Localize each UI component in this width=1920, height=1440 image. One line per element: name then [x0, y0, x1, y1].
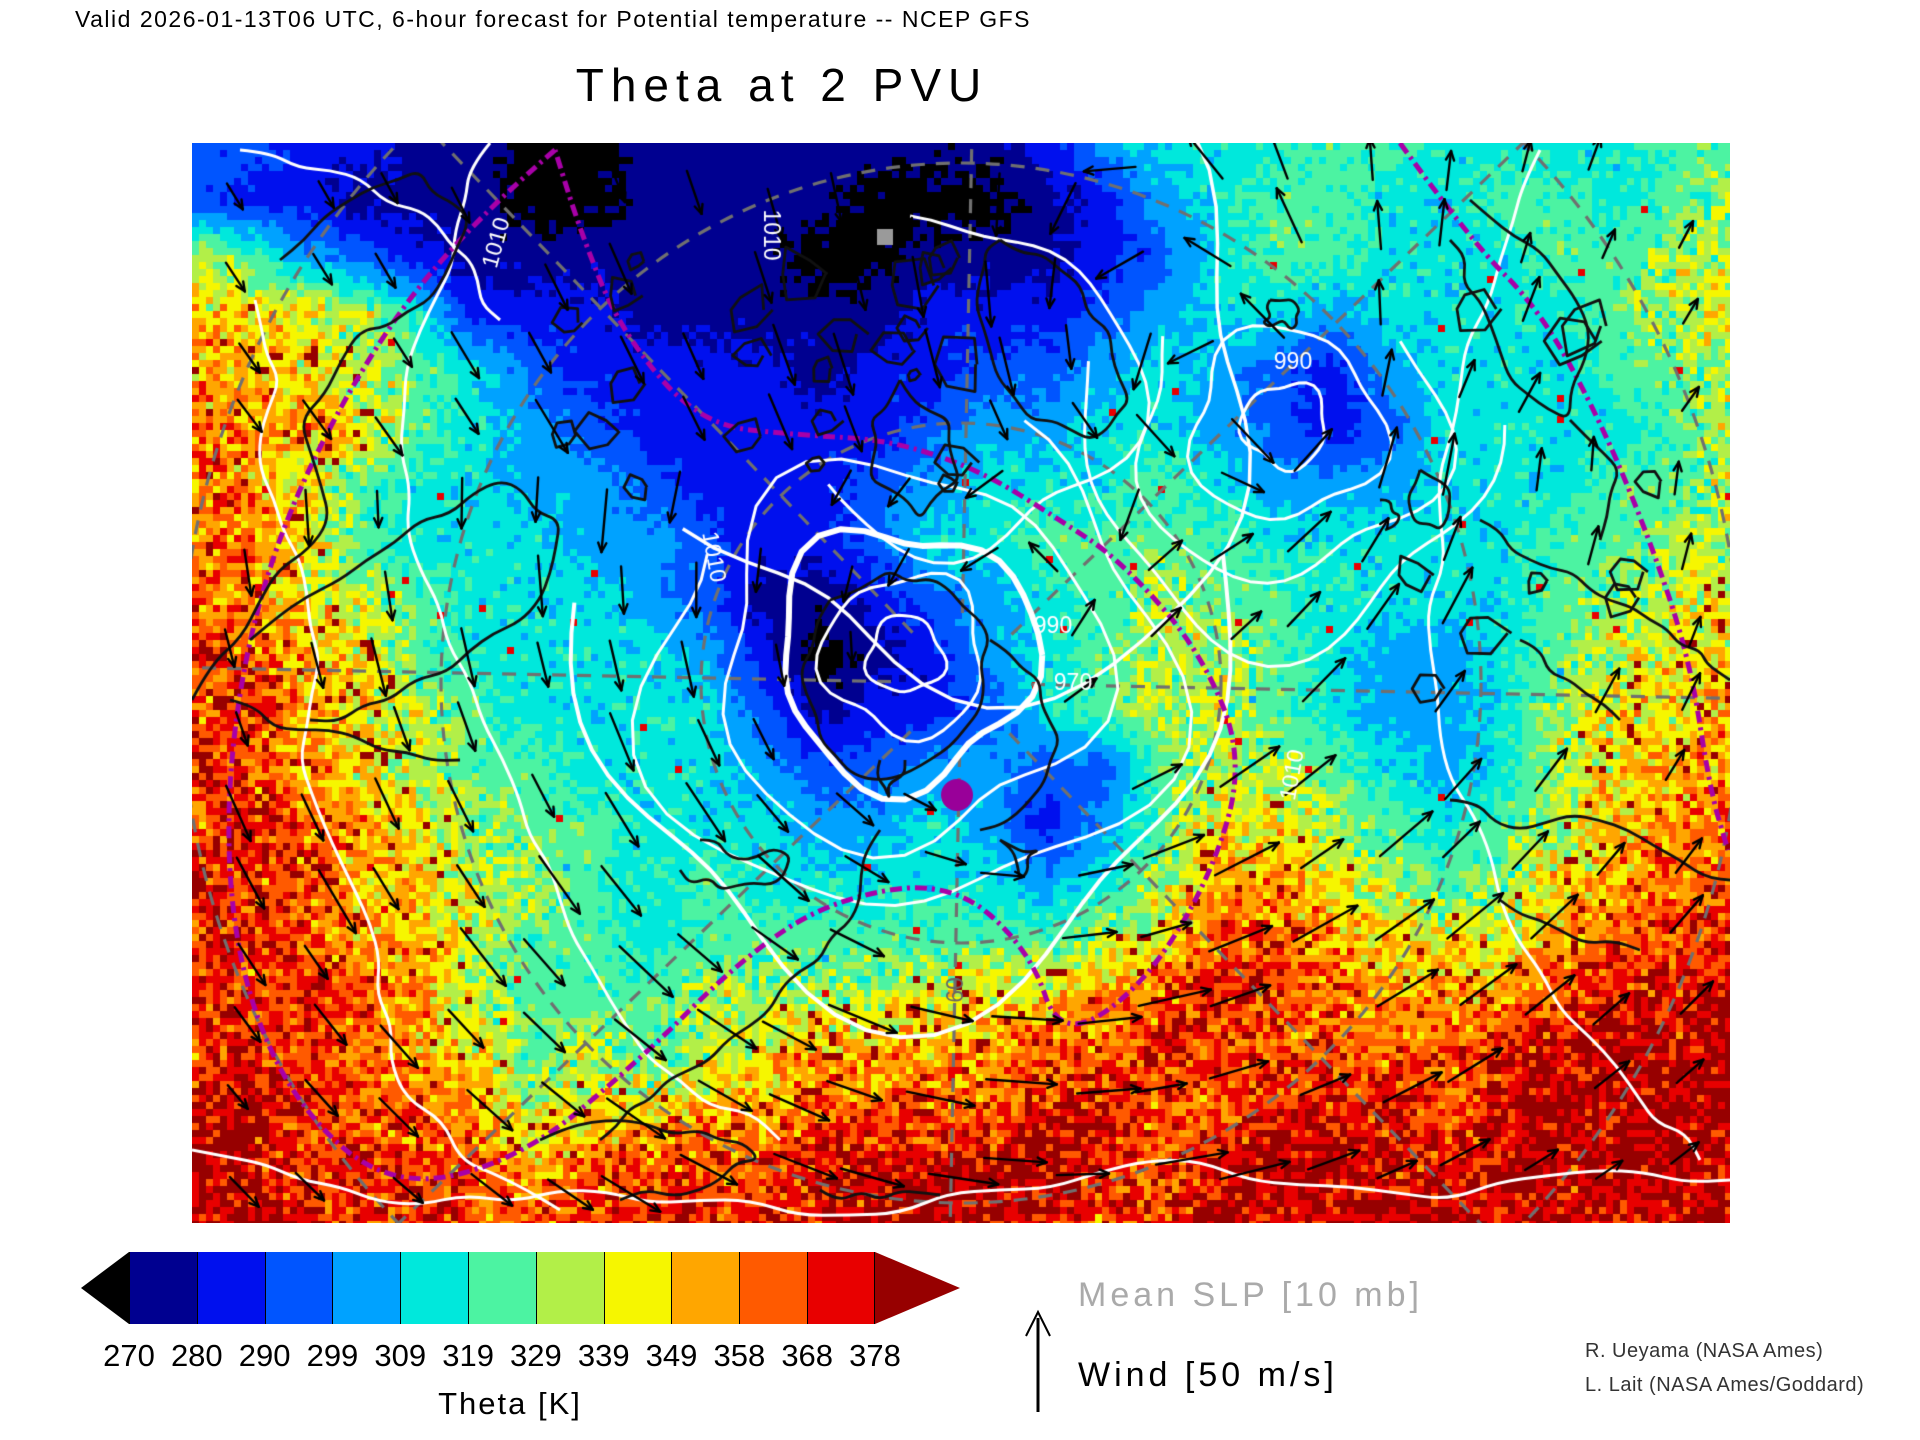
page-title: Theta at 2 PVU	[575, 59, 989, 111]
wind-legend-label: Wind [50 m/s]	[1078, 1356, 1338, 1394]
colorbar-tick: 378	[849, 1338, 901, 1373]
slp-legend-label: Mean SLP [10 mb]	[1078, 1276, 1423, 1314]
colorbar-tick: 339	[577, 1338, 630, 1373]
credits: R. Ueyama (NASA Ames) L. Lait (NASA Ames…	[1585, 1334, 1864, 1402]
colorbar-segments	[129, 1252, 875, 1324]
colorbar-tick: 290	[238, 1338, 291, 1373]
colorbar-segment	[671, 1252, 740, 1324]
colorbar-caption: Theta [K]	[438, 1386, 582, 1421]
colorbar-segment	[806, 1252, 875, 1324]
colorbar-under-arrow	[81, 1252, 129, 1324]
colorbar	[81, 1252, 960, 1324]
colorbar-tick: 299	[306, 1338, 359, 1373]
credit-line-2: L. Lait (NASA Ames/Goddard)	[1585, 1374, 1865, 1396]
colorbar-tick: 280	[170, 1338, 223, 1373]
colorbar-tick: 329	[510, 1338, 562, 1373]
colorbar-tick: 319	[442, 1338, 494, 1373]
colorbar-segment	[129, 1252, 197, 1324]
credit-line-1: R. Ueyama (NASA Ames)	[1585, 1340, 1824, 1362]
colorbar-tick: 270	[103, 1338, 155, 1373]
colorbar-segment	[264, 1252, 333, 1324]
wind-reference-arrow-icon	[1025, 1309, 1051, 1412]
colorbar-segment	[739, 1252, 807, 1324]
colorbar-tick: 309	[374, 1338, 427, 1373]
colorbar-segment	[467, 1252, 536, 1324]
colorbar-over-arrow	[874, 1252, 960, 1324]
colorbar-tick: 349	[645, 1338, 698, 1373]
colorbar-segment	[196, 1252, 265, 1324]
colorbar-tick: 368	[781, 1338, 834, 1373]
colorbar-tick: 358	[713, 1338, 766, 1373]
colorbar-segment	[535, 1252, 604, 1324]
colorbar-segment	[332, 1252, 401, 1324]
colorbar-segment	[603, 1252, 672, 1324]
colorbar-segment	[400, 1252, 468, 1324]
valid-time-line: Valid 2026-01-13T06 UTC, 6-hour forecast…	[75, 6, 1032, 32]
theta-map-canvas	[192, 143, 1730, 1223]
